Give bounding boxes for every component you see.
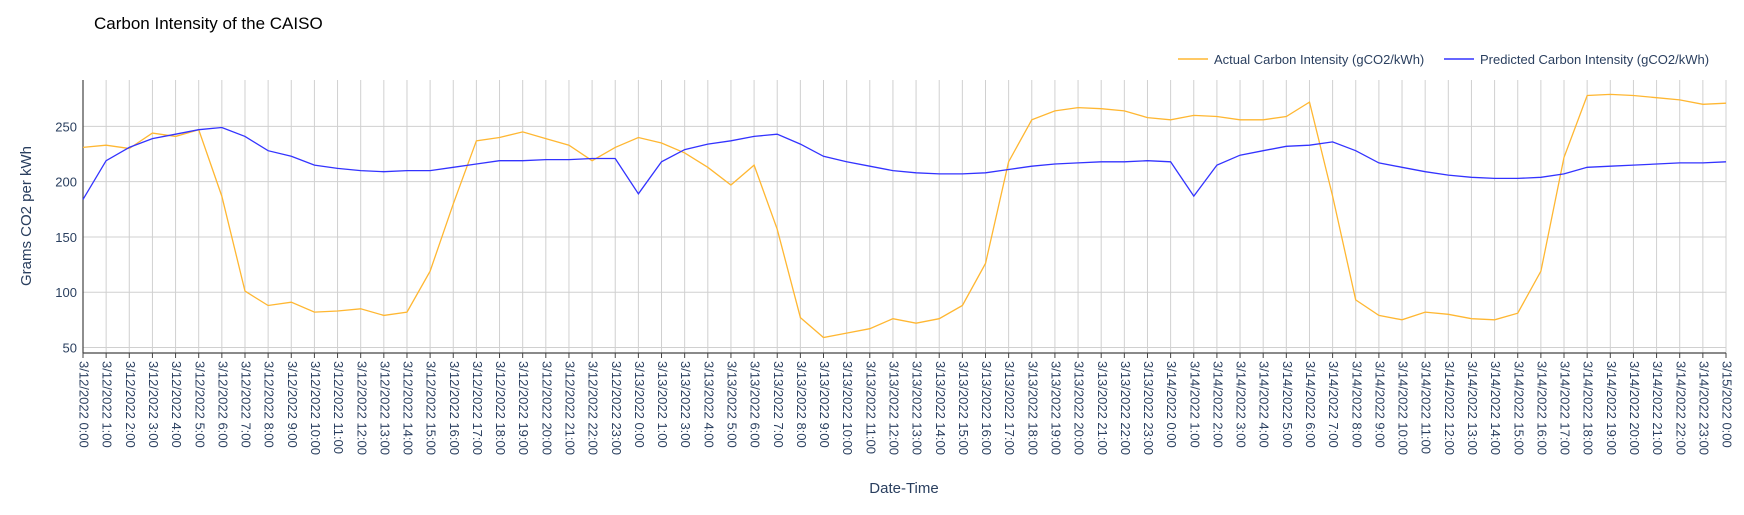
- x-tick-label: 3/14/2022 4:00: [1257, 361, 1272, 448]
- x-tick-label: 3/14/2022 22:00: [1673, 361, 1688, 455]
- x-tick-label: 3/14/2022 20:00: [1627, 361, 1642, 455]
- x-tick-label: 3/14/2022 23:00: [1696, 361, 1711, 455]
- legend: Actual Carbon Intensity (gCO2/kWh) Predic…: [1178, 52, 1709, 67]
- x-tick-label: 3/12/2022 4:00: [169, 361, 184, 448]
- x-tick-label: 3/12/2022 7:00: [239, 361, 254, 448]
- x-tick-label: 3/13/2022 3:00: [678, 361, 693, 448]
- x-tick-label: 3/14/2022 21:00: [1650, 361, 1665, 455]
- x-tick-label: 3/14/2022 3:00: [1234, 361, 1249, 448]
- x-tick-label: 3/14/2022 19:00: [1604, 361, 1619, 455]
- legend-label: Actual Carbon Intensity (gCO2/kWh): [1214, 52, 1424, 67]
- x-tick-label: 3/15/2022 0:00: [1720, 361, 1735, 448]
- x-tick-label: 3/12/2022 12:00: [354, 361, 369, 455]
- x-tick-label: 3/13/2022 22:00: [1118, 361, 1133, 455]
- x-tick-label: 3/14/2022 18:00: [1581, 361, 1596, 455]
- x-tick-label: 3/13/2022 18:00: [1025, 361, 1040, 455]
- x-tick-label: 3/12/2022 14:00: [401, 361, 416, 455]
- y-tick-label: 100: [55, 285, 77, 300]
- chart-title: Carbon Intensity of the CAISO: [94, 14, 323, 33]
- x-tick-label: 3/12/2022 15:00: [424, 361, 439, 455]
- series-line: [83, 128, 1726, 200]
- x-tick-label: 3/14/2022 0:00: [1164, 361, 1179, 448]
- x-tick-label: 3/13/2022 9:00: [817, 361, 832, 448]
- x-tick-label: 3/12/2022 22:00: [586, 361, 601, 455]
- x-tick-label: 3/12/2022 21:00: [563, 361, 578, 455]
- x-tick-label: 3/12/2022 3:00: [146, 361, 161, 448]
- x-tick-label: 3/13/2022 21:00: [1095, 361, 1110, 455]
- series-layer: [83, 94, 1726, 337]
- x-tick-label: 3/12/2022 17:00: [470, 361, 485, 455]
- series-1: [83, 94, 1726, 337]
- x-tick-label: 3/14/2022 6:00: [1303, 361, 1318, 448]
- x-tick-label: 3/13/2022 16:00: [979, 361, 994, 455]
- x-tick-label: 3/14/2022 10:00: [1396, 361, 1411, 455]
- x-tick-label: 3/14/2022 5:00: [1280, 361, 1295, 448]
- x-tick-label: 3/14/2022 2:00: [1210, 361, 1225, 448]
- y-tick-label: 150: [55, 230, 77, 245]
- x-tick-label: 3/12/2022 20:00: [539, 361, 554, 455]
- x-tick-label: 3/12/2022 8:00: [262, 361, 277, 448]
- x-tick-label: 3/14/2022 7:00: [1326, 361, 1341, 448]
- x-tick-label: 3/13/2022 0:00: [632, 361, 647, 448]
- x-tick-label: 3/12/2022 6:00: [215, 361, 230, 448]
- x-tick-label: 3/13/2022 14:00: [933, 361, 948, 455]
- x-tick-label: 3/13/2022 7:00: [771, 361, 786, 448]
- x-tick-label: 3/13/2022 20:00: [1072, 361, 1087, 455]
- x-tick-label: 3/14/2022 14:00: [1488, 361, 1503, 455]
- x-axis-title: Date-Time: [869, 480, 938, 497]
- x-tick-label: 3/14/2022 16:00: [1534, 361, 1549, 455]
- x-tick-label: 3/12/2022 18:00: [493, 361, 508, 455]
- x-tick-label: 3/12/2022 1:00: [100, 361, 115, 448]
- x-tick-label: 3/12/2022 10:00: [308, 361, 323, 455]
- x-tick-label: 3/13/2022 23:00: [1141, 361, 1156, 455]
- legend-item: Predicted Carbon Intensity (gCO2/kWh): [1444, 52, 1709, 67]
- x-tick-label: 3/12/2022 5:00: [192, 361, 207, 448]
- y-tick-label: 50: [63, 340, 77, 355]
- x-tick-label: 3/13/2022 6:00: [748, 361, 763, 448]
- x-tick-label: 3/12/2022 23:00: [609, 361, 624, 455]
- legend-item: Actual Carbon Intensity (gCO2/kWh): [1178, 52, 1424, 67]
- series-2: [83, 128, 1726, 200]
- series-line: [83, 94, 1726, 337]
- x-tick-label: 3/13/2022 17:00: [1002, 361, 1017, 455]
- x-tick-label: 3/13/2022 15:00: [956, 361, 971, 455]
- x-tick-label: 3/12/2022 11:00: [331, 361, 346, 454]
- x-tick-label: 3/14/2022 12:00: [1442, 361, 1457, 455]
- x-tick-label: 3/13/2022 10:00: [840, 361, 855, 455]
- x-tick-label: 3/14/2022 8:00: [1349, 361, 1364, 448]
- x-tick-label: 3/12/2022 0:00: [77, 361, 92, 448]
- y-axis-title: Grams CO2 per kWh: [18, 146, 35, 286]
- y-tick-label: 250: [55, 119, 77, 134]
- x-tick-label: 3/13/2022 5:00: [725, 361, 740, 448]
- x-tick-label: 3/12/2022 16:00: [447, 361, 462, 455]
- x-tick-label: 3/13/2022 1:00: [655, 361, 670, 448]
- grid: [83, 80, 1726, 353]
- legend-label: Predicted Carbon Intensity (gCO2/kWh): [1480, 52, 1709, 67]
- x-tick-label: 3/13/2022 4:00: [701, 361, 716, 448]
- x-tick-label: 3/12/2022 19:00: [516, 361, 531, 455]
- x-tick-label: 3/14/2022 9:00: [1372, 361, 1387, 448]
- y-tick-label: 200: [55, 175, 77, 190]
- x-tick-label: 3/13/2022 12:00: [886, 361, 901, 455]
- x-tick-label: 3/13/2022 19:00: [1048, 361, 1063, 455]
- x-tick-label: 3/13/2022 8:00: [794, 361, 809, 448]
- x-tick-label: 3/12/2022 2:00: [123, 361, 138, 448]
- axes: 3/12/2022 0:00 3/12/2022 1:00 3/12/2022 2:…: [55, 80, 1734, 455]
- x-tick-label: 3/12/2022 13:00: [377, 361, 392, 455]
- x-tick-label: 3/14/2022 13:00: [1465, 361, 1480, 455]
- x-tick-label: 3/13/2022 11:00: [863, 361, 878, 454]
- x-tick-label: 3/13/2022 13:00: [910, 361, 925, 455]
- x-tick-label: 3/14/2022 11:00: [1419, 361, 1434, 454]
- x-tick-label: 3/12/2022 9:00: [285, 361, 300, 448]
- x-tick-label: 3/14/2022 1:00: [1187, 361, 1202, 448]
- x-tick-label: 3/14/2022 17:00: [1558, 361, 1573, 455]
- x-tick-label: 3/14/2022 15:00: [1511, 361, 1526, 455]
